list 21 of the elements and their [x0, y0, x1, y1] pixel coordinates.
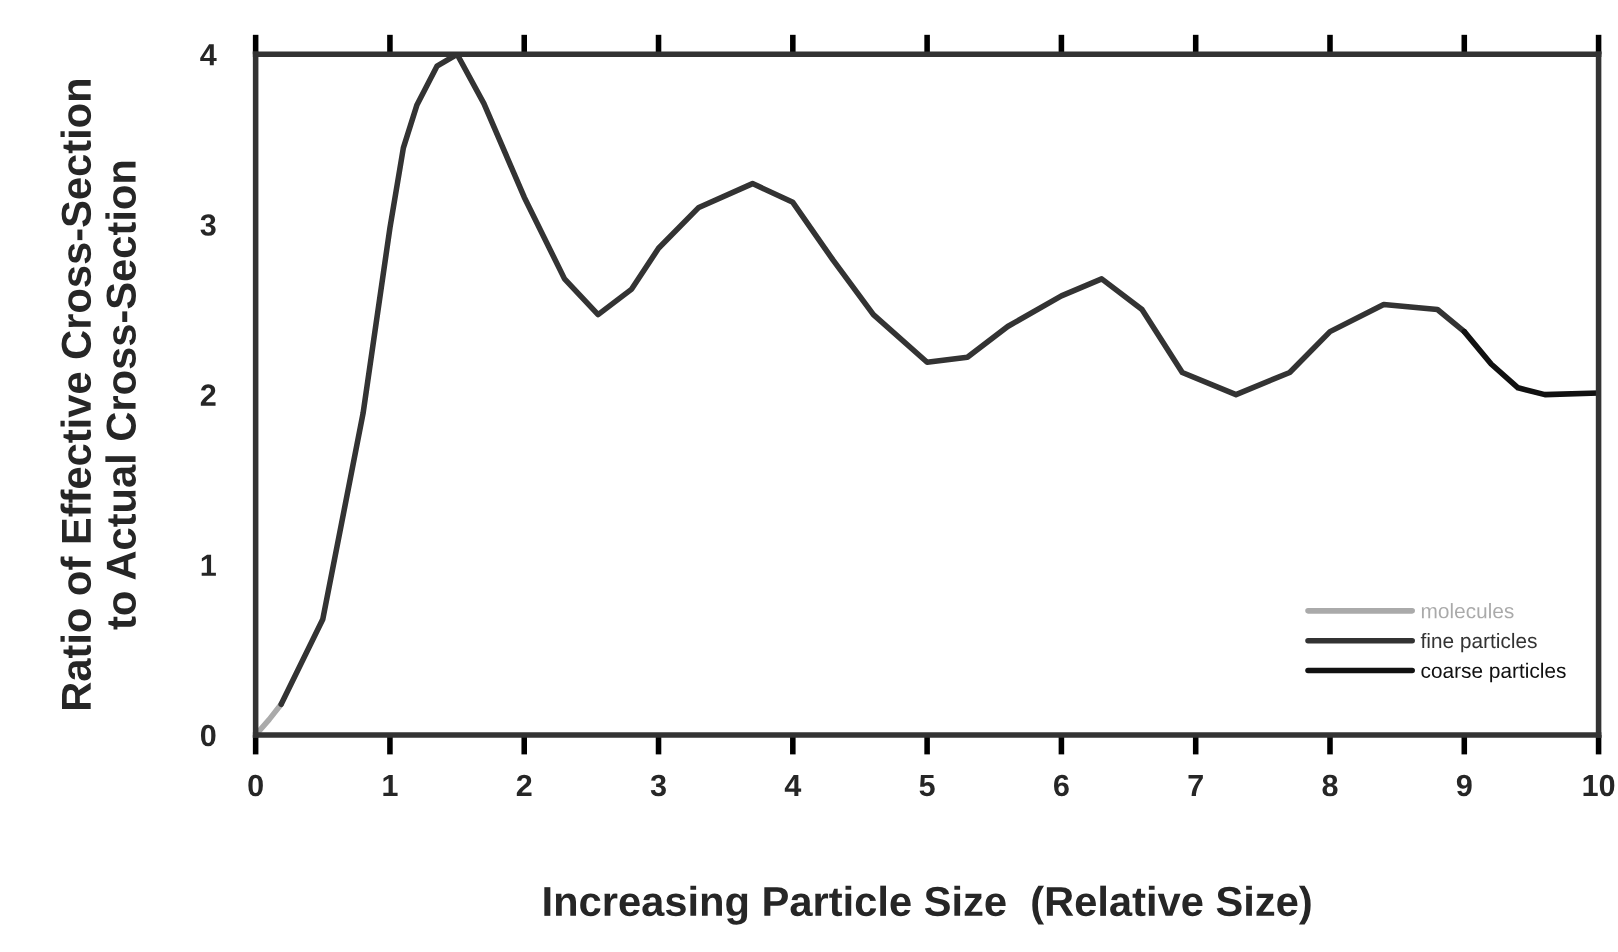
text: molecules	[1421, 603, 1514, 619]
x-tick-label: 9	[1456, 774, 1472, 797]
x-tick-label: 6	[1054, 774, 1069, 797]
y-tick-label: 3	[200, 214, 216, 236]
x-tick-label: 0	[248, 774, 263, 797]
y-tick-label: 4	[200, 44, 217, 66]
text: coarse particles	[1421, 662, 1566, 683]
x-tick-label: 4	[784, 774, 802, 796]
y-tick-label: 1	[201, 554, 216, 576]
y-axis-title: Ratio of Effective Cross-Section to Actual Cross-Section	[60, 79, 136, 709]
x-tick-label: 7	[1188, 774, 1203, 796]
x-axis-title: Increasing Particle Size (Relative Size)	[544, 885, 1311, 925]
y-tick-label: 2	[200, 384, 216, 406]
x-tick-label: 1	[383, 774, 398, 796]
text: fine particles	[1420, 632, 1537, 653]
x-tick-label: 10	[1583, 774, 1615, 797]
x-tick-label: 2	[516, 774, 532, 796]
y-tick-label: 0	[200, 724, 216, 747]
x-tick-label: 8	[1322, 774, 1338, 797]
x-tick-label: 5	[919, 774, 935, 797]
x-tick-label: 3	[650, 774, 666, 797]
